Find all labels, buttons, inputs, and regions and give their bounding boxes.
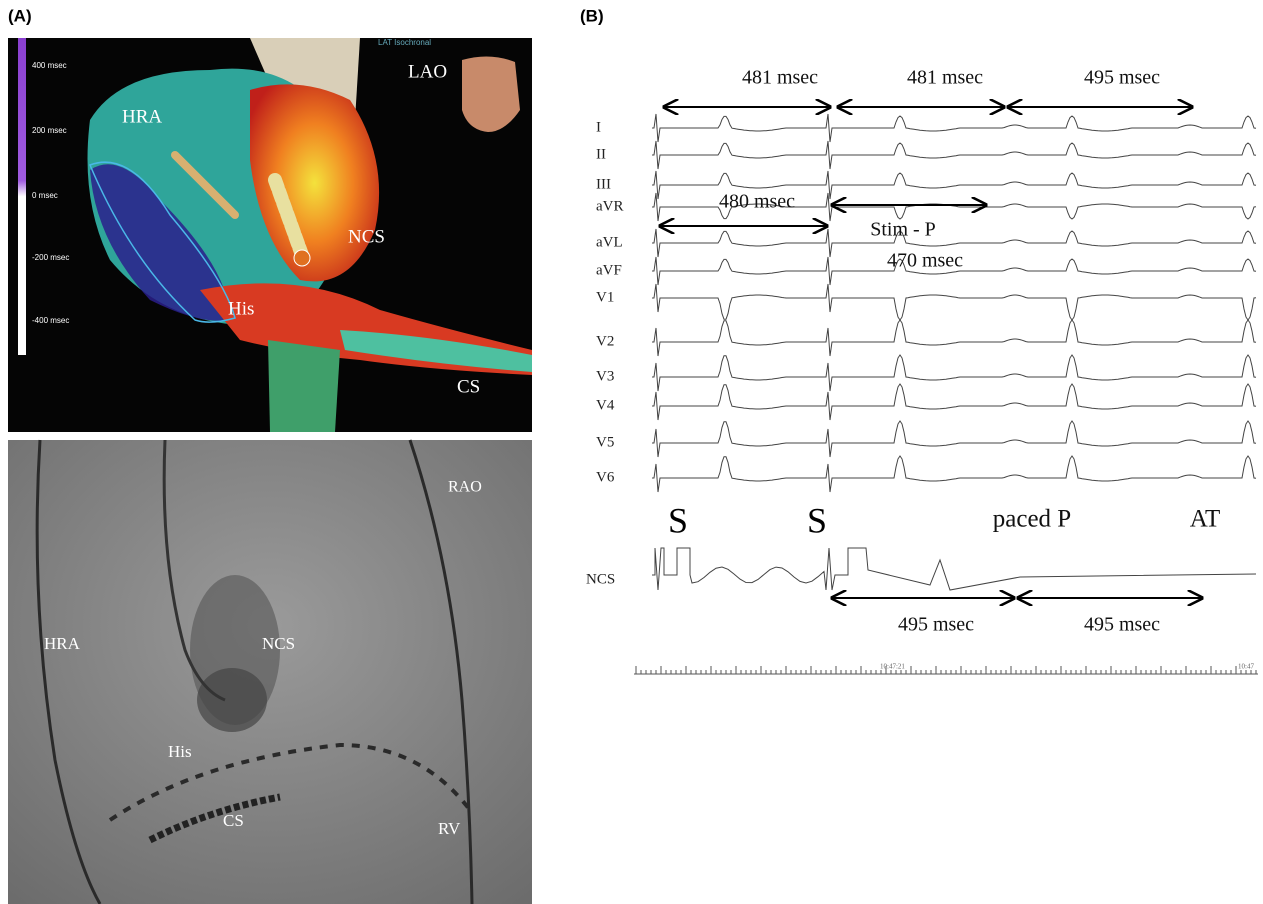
ecg-trace [652,114,1256,142]
label-cs: CS [223,811,244,830]
ecg-trace [652,355,1256,391]
ecg-trace [652,421,1256,457]
panel-label: (A) [8,6,32,25]
ecg-traces [652,114,1256,590]
label-ncs: NCS [262,634,295,653]
ecg-trace [652,141,1256,169]
lead-label: V1 [596,289,614,305]
ecg-trace [652,284,1256,320]
interval-label: 480 msec [719,191,795,213]
label-rv: RV [438,819,461,838]
time-ruler [634,666,1258,674]
interval-label: 495 msec [898,614,974,636]
marker-label: S [807,500,827,540]
ecg-trace [652,320,1256,356]
lead-label: V6 [596,469,615,485]
interval-label: 495 msec [1084,614,1160,636]
label-hra: HRA [44,634,81,653]
interval-label: 495 msec [1084,67,1160,89]
label-his: His [228,298,254,319]
scale-label: 0 msec [32,191,58,200]
lead-label: V3 [596,368,614,384]
marker-label: AT [1190,506,1221,533]
lead-label: aVR [596,198,624,214]
ecg-trace [652,384,1256,420]
label-his: His [168,742,192,761]
ncs-trace [652,548,1256,590]
map-caption: LAT Isochronal [378,38,431,47]
view-label: LAO [408,61,447,82]
lead-label: V4 [596,397,615,413]
label-cs: CS [457,376,480,397]
lead-label: NCS [586,571,615,587]
electroanatomic-map [8,38,532,432]
lead-label: V2 [596,333,614,349]
scale-label: -400 msec [32,316,69,325]
panel-label: (B) [580,6,604,25]
lead-label: V5 [596,434,614,450]
scale-label: 400 msec [32,61,67,70]
scale-label: 200 msec [32,126,67,135]
scale-label: -200 msec [32,253,69,262]
lead-label: I [596,119,601,135]
lead-label: aVF [596,262,622,278]
interval-label: 481 msec [907,67,983,89]
label-hra: HRA [122,106,162,127]
lead-label: II [596,146,606,162]
label-ncs: NCS [348,226,385,247]
figure: (A) (B) 400 msec 200 msec 0 msec -200 ms… [0,0,1263,904]
time-label: 10:47 [1238,663,1254,671]
stim-p-value: 470 msec [887,250,963,272]
lead-label: III [596,176,611,192]
lead-label: aVL [596,234,623,250]
time-label: 10:47:21 [880,663,905,671]
marker-label: paced P [993,506,1071,533]
stim-p-label: Stim - P [870,219,936,241]
marker-label: S [668,500,688,540]
interval-label: 481 msec [742,67,818,89]
view-label: RAO [448,479,482,496]
ecg-trace [652,456,1256,492]
